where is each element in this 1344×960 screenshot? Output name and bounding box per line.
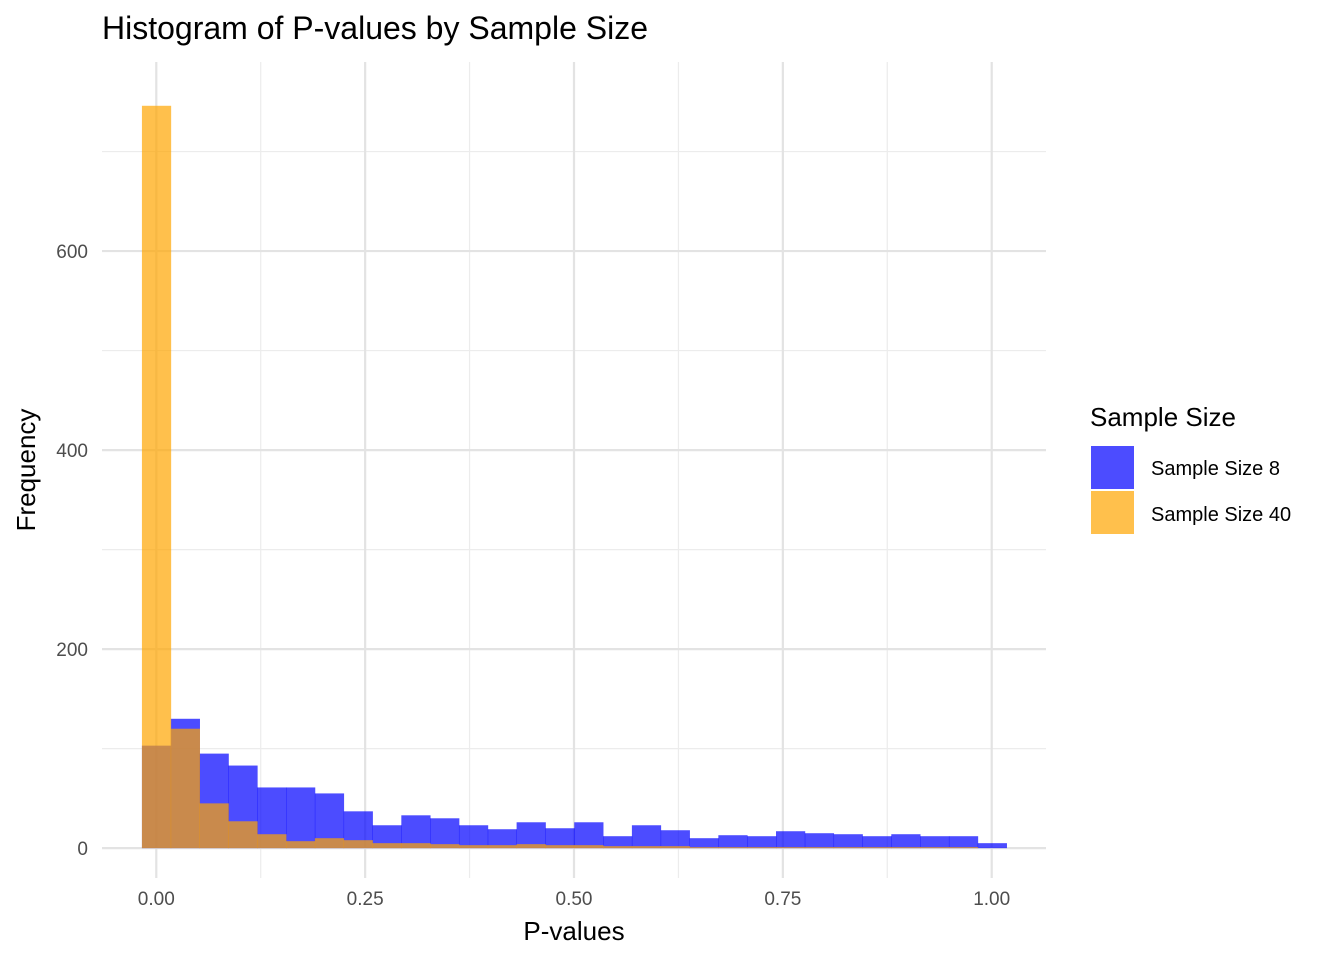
y-tick-label-0: 0 xyxy=(77,839,88,860)
bar-series1-bin10 xyxy=(430,844,460,849)
bar-series0-bin23 xyxy=(804,833,835,849)
bar-series0-bin9 xyxy=(401,815,431,849)
bar-series0-bin27 xyxy=(920,836,950,849)
bar-series0-bin17 xyxy=(631,825,662,849)
x-tick-label-1: 0.25 xyxy=(347,889,384,910)
bar-series0-bin26 xyxy=(891,834,921,849)
bar-series1-bin0 xyxy=(141,105,172,849)
x-tick-label-3: 0.75 xyxy=(764,889,801,910)
bar-series1-bin26 xyxy=(891,847,921,849)
bar-series1-bin18 xyxy=(660,846,690,849)
bar-series1-bin7 xyxy=(343,840,373,849)
bar-series0-bin19 xyxy=(689,838,719,849)
bar-series0-bin18 xyxy=(660,830,690,849)
legend-label-sample-size-40: Sample Size 40 xyxy=(1151,504,1291,526)
bar-series1-bin12 xyxy=(487,845,518,849)
bar-series0-bin12 xyxy=(487,829,518,849)
bar-series1-bin22 xyxy=(775,847,806,849)
bar-series1-bin19 xyxy=(689,847,719,849)
bar-series1-bin2 xyxy=(199,803,229,849)
bar-series1-bin28 xyxy=(948,847,979,849)
x-tick-labels: 0.00 0.25 0.50 0.75 1.00 xyxy=(138,889,1010,910)
bar-series1-bin14 xyxy=(545,845,575,849)
bar-series1-bin27 xyxy=(920,847,950,849)
bar-series0-bin21 xyxy=(747,836,777,849)
bar-series0-bin25 xyxy=(862,836,892,849)
y-tick-labels: 0 200 400 600 xyxy=(56,242,88,860)
bar-series0-bin22 xyxy=(775,831,806,849)
y-tick-label-1: 200 xyxy=(56,640,88,661)
bar-series1-bin24 xyxy=(833,847,863,849)
bar-series1-bin3 xyxy=(228,821,258,849)
bar-series0-bin15 xyxy=(574,822,604,849)
bar-series0-bin13 xyxy=(516,822,546,849)
bar-series1-bin1 xyxy=(170,728,200,849)
bar-series1-bin17 xyxy=(631,846,662,849)
legend-key-sample-size-8 xyxy=(1091,446,1134,489)
bars xyxy=(141,105,1007,849)
y-tick-label-2: 400 xyxy=(56,441,88,462)
x-axis-title: P-values xyxy=(523,916,624,946)
bar-series1-bin11 xyxy=(458,845,489,849)
bar-series1-bin13 xyxy=(516,844,546,849)
bar-series0-bin11 xyxy=(458,825,489,849)
legend-key-sample-size-40 xyxy=(1091,491,1134,534)
bar-series0-bin20 xyxy=(718,835,748,849)
bar-series0-bin8 xyxy=(372,825,402,849)
bar-series1-bin16 xyxy=(603,846,633,849)
bar-series0-bin14 xyxy=(545,828,575,849)
bar-series1-bin20 xyxy=(718,847,748,849)
bar-series0-bin5 xyxy=(286,787,316,849)
bar-series1-bin6 xyxy=(314,838,345,849)
bar-series1-bin5 xyxy=(286,841,316,849)
x-tick-label-4: 1.00 xyxy=(973,889,1010,910)
bar-series1-bin15 xyxy=(574,845,604,849)
y-axis-title: Frequency xyxy=(11,409,41,532)
x-tick-label-0: 0.00 xyxy=(138,889,175,910)
legend-title: Sample Size xyxy=(1090,402,1236,432)
bar-series1-bin8 xyxy=(372,843,402,849)
bar-series0-bin29 xyxy=(977,843,1007,849)
bar-series0-bin16 xyxy=(603,836,633,849)
bar-series0-bin24 xyxy=(833,834,863,849)
bar-series1-bin23 xyxy=(804,847,835,849)
bar-series1-bin25 xyxy=(862,847,892,849)
bar-series0-bin10 xyxy=(430,818,460,849)
bar-series0-bin28 xyxy=(948,836,979,849)
grid xyxy=(102,62,1046,878)
bar-series1-bin9 xyxy=(401,843,431,849)
legend-label-sample-size-8: Sample Size 8 xyxy=(1151,458,1280,480)
bar-series1-bin4 xyxy=(257,834,287,849)
bar-series1-bin21 xyxy=(747,847,777,849)
legend: Sample Size Sample Size 8 Sample Size 40 xyxy=(1090,402,1291,534)
y-tick-label-3: 600 xyxy=(56,242,88,263)
chart-title: Histogram of P-values by Sample Size xyxy=(102,10,648,46)
x-tick-label-2: 0.50 xyxy=(556,889,593,910)
